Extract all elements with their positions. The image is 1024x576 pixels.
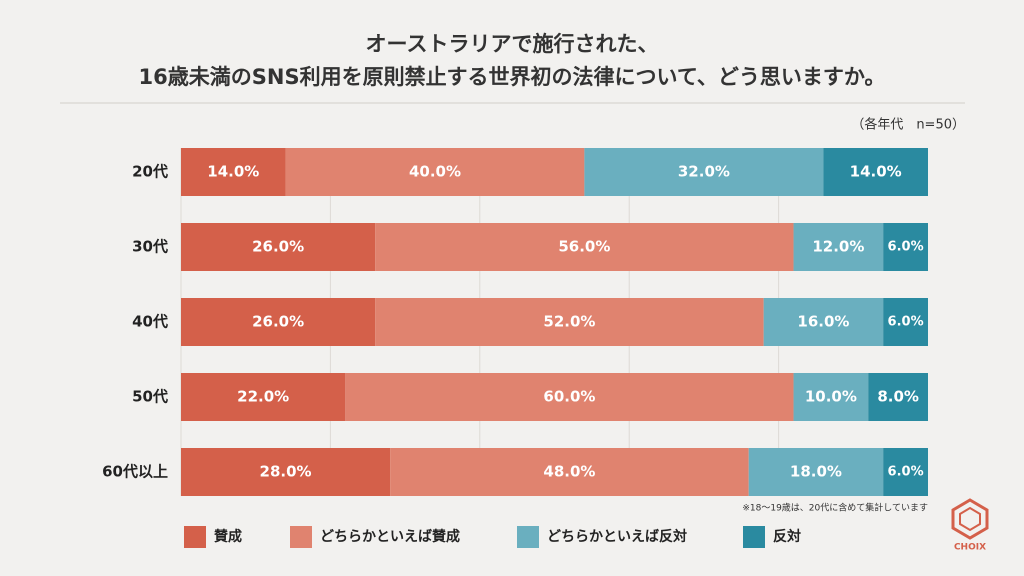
bar-segment (883, 448, 928, 496)
y-tick-label: 50代 (132, 388, 168, 406)
y-tick-label: 40代 (132, 313, 168, 331)
data-label: 10.0% (805, 388, 857, 406)
bar-segment (375, 298, 764, 346)
bar-segment (181, 148, 286, 196)
y-tick-label: 60代以上 (102, 463, 168, 481)
data-label: 26.0% (252, 313, 304, 331)
logo-icon (951, 498, 989, 540)
data-label: 56.0% (558, 238, 610, 256)
bar-segment (345, 373, 794, 421)
data-label: 60.0% (543, 388, 595, 406)
bar-segment (823, 148, 928, 196)
logo: CHOIX (951, 498, 989, 553)
bar-segment (375, 223, 794, 271)
data-label: 52.0% (543, 313, 595, 331)
data-label: 40.0% (409, 163, 461, 181)
chart-title: 16歳未満のSNS利用を原則禁止する世界初の法律について、どう思いますか。 (139, 65, 886, 89)
bar-segment (793, 373, 869, 421)
legend-swatch (184, 526, 206, 548)
bar-segment (285, 148, 585, 196)
data-label: 6.0% (888, 315, 924, 330)
bar-segment (763, 298, 884, 346)
bar-segment (584, 148, 824, 196)
data-label: 6.0% (888, 465, 924, 480)
data-label: 12.0% (812, 238, 864, 256)
bar-segment (181, 298, 376, 346)
data-label: 22.0% (237, 388, 289, 406)
logo-text: CHOIX (954, 543, 986, 553)
data-label: 32.0% (678, 163, 730, 181)
chart-title: オーストラリアで施行された、 (366, 32, 659, 56)
data-label: 26.0% (252, 238, 304, 256)
bar-segment (883, 223, 928, 271)
subtitle: （各年代 n=50） (851, 117, 965, 133)
bar-segment (748, 448, 884, 496)
data-label: 6.0% (888, 240, 924, 255)
bar-segment (181, 223, 376, 271)
legend-label: どちらかといえば反対 (547, 528, 687, 545)
logo-icon (959, 506, 981, 532)
data-label: 48.0% (543, 463, 595, 481)
bar-segment (390, 448, 749, 496)
data-label: 14.0% (850, 163, 902, 181)
legend-label: 賛成 (214, 528, 242, 545)
legend-label: どちらかといえば賛成 (320, 528, 460, 545)
bar-segment (181, 373, 346, 421)
bar-segment (868, 373, 928, 421)
data-label: 14.0% (207, 163, 259, 181)
bar-segment (883, 298, 928, 346)
legend-swatch (517, 526, 539, 548)
y-tick-label: 20代 (132, 163, 168, 181)
data-label: 16.0% (797, 313, 849, 331)
note: ※18〜19歳は、20代に含めて集計しています (742, 502, 928, 514)
bar-segment (181, 448, 391, 496)
data-label: 8.0% (877, 388, 919, 406)
legend-label: 反対 (773, 528, 801, 545)
data-label: 28.0% (260, 463, 312, 481)
bar-segment (793, 223, 884, 271)
legend-swatch (290, 526, 312, 548)
data-label: 18.0% (790, 463, 842, 481)
y-tick-label: 30代 (132, 238, 168, 256)
legend-swatch (743, 526, 765, 548)
